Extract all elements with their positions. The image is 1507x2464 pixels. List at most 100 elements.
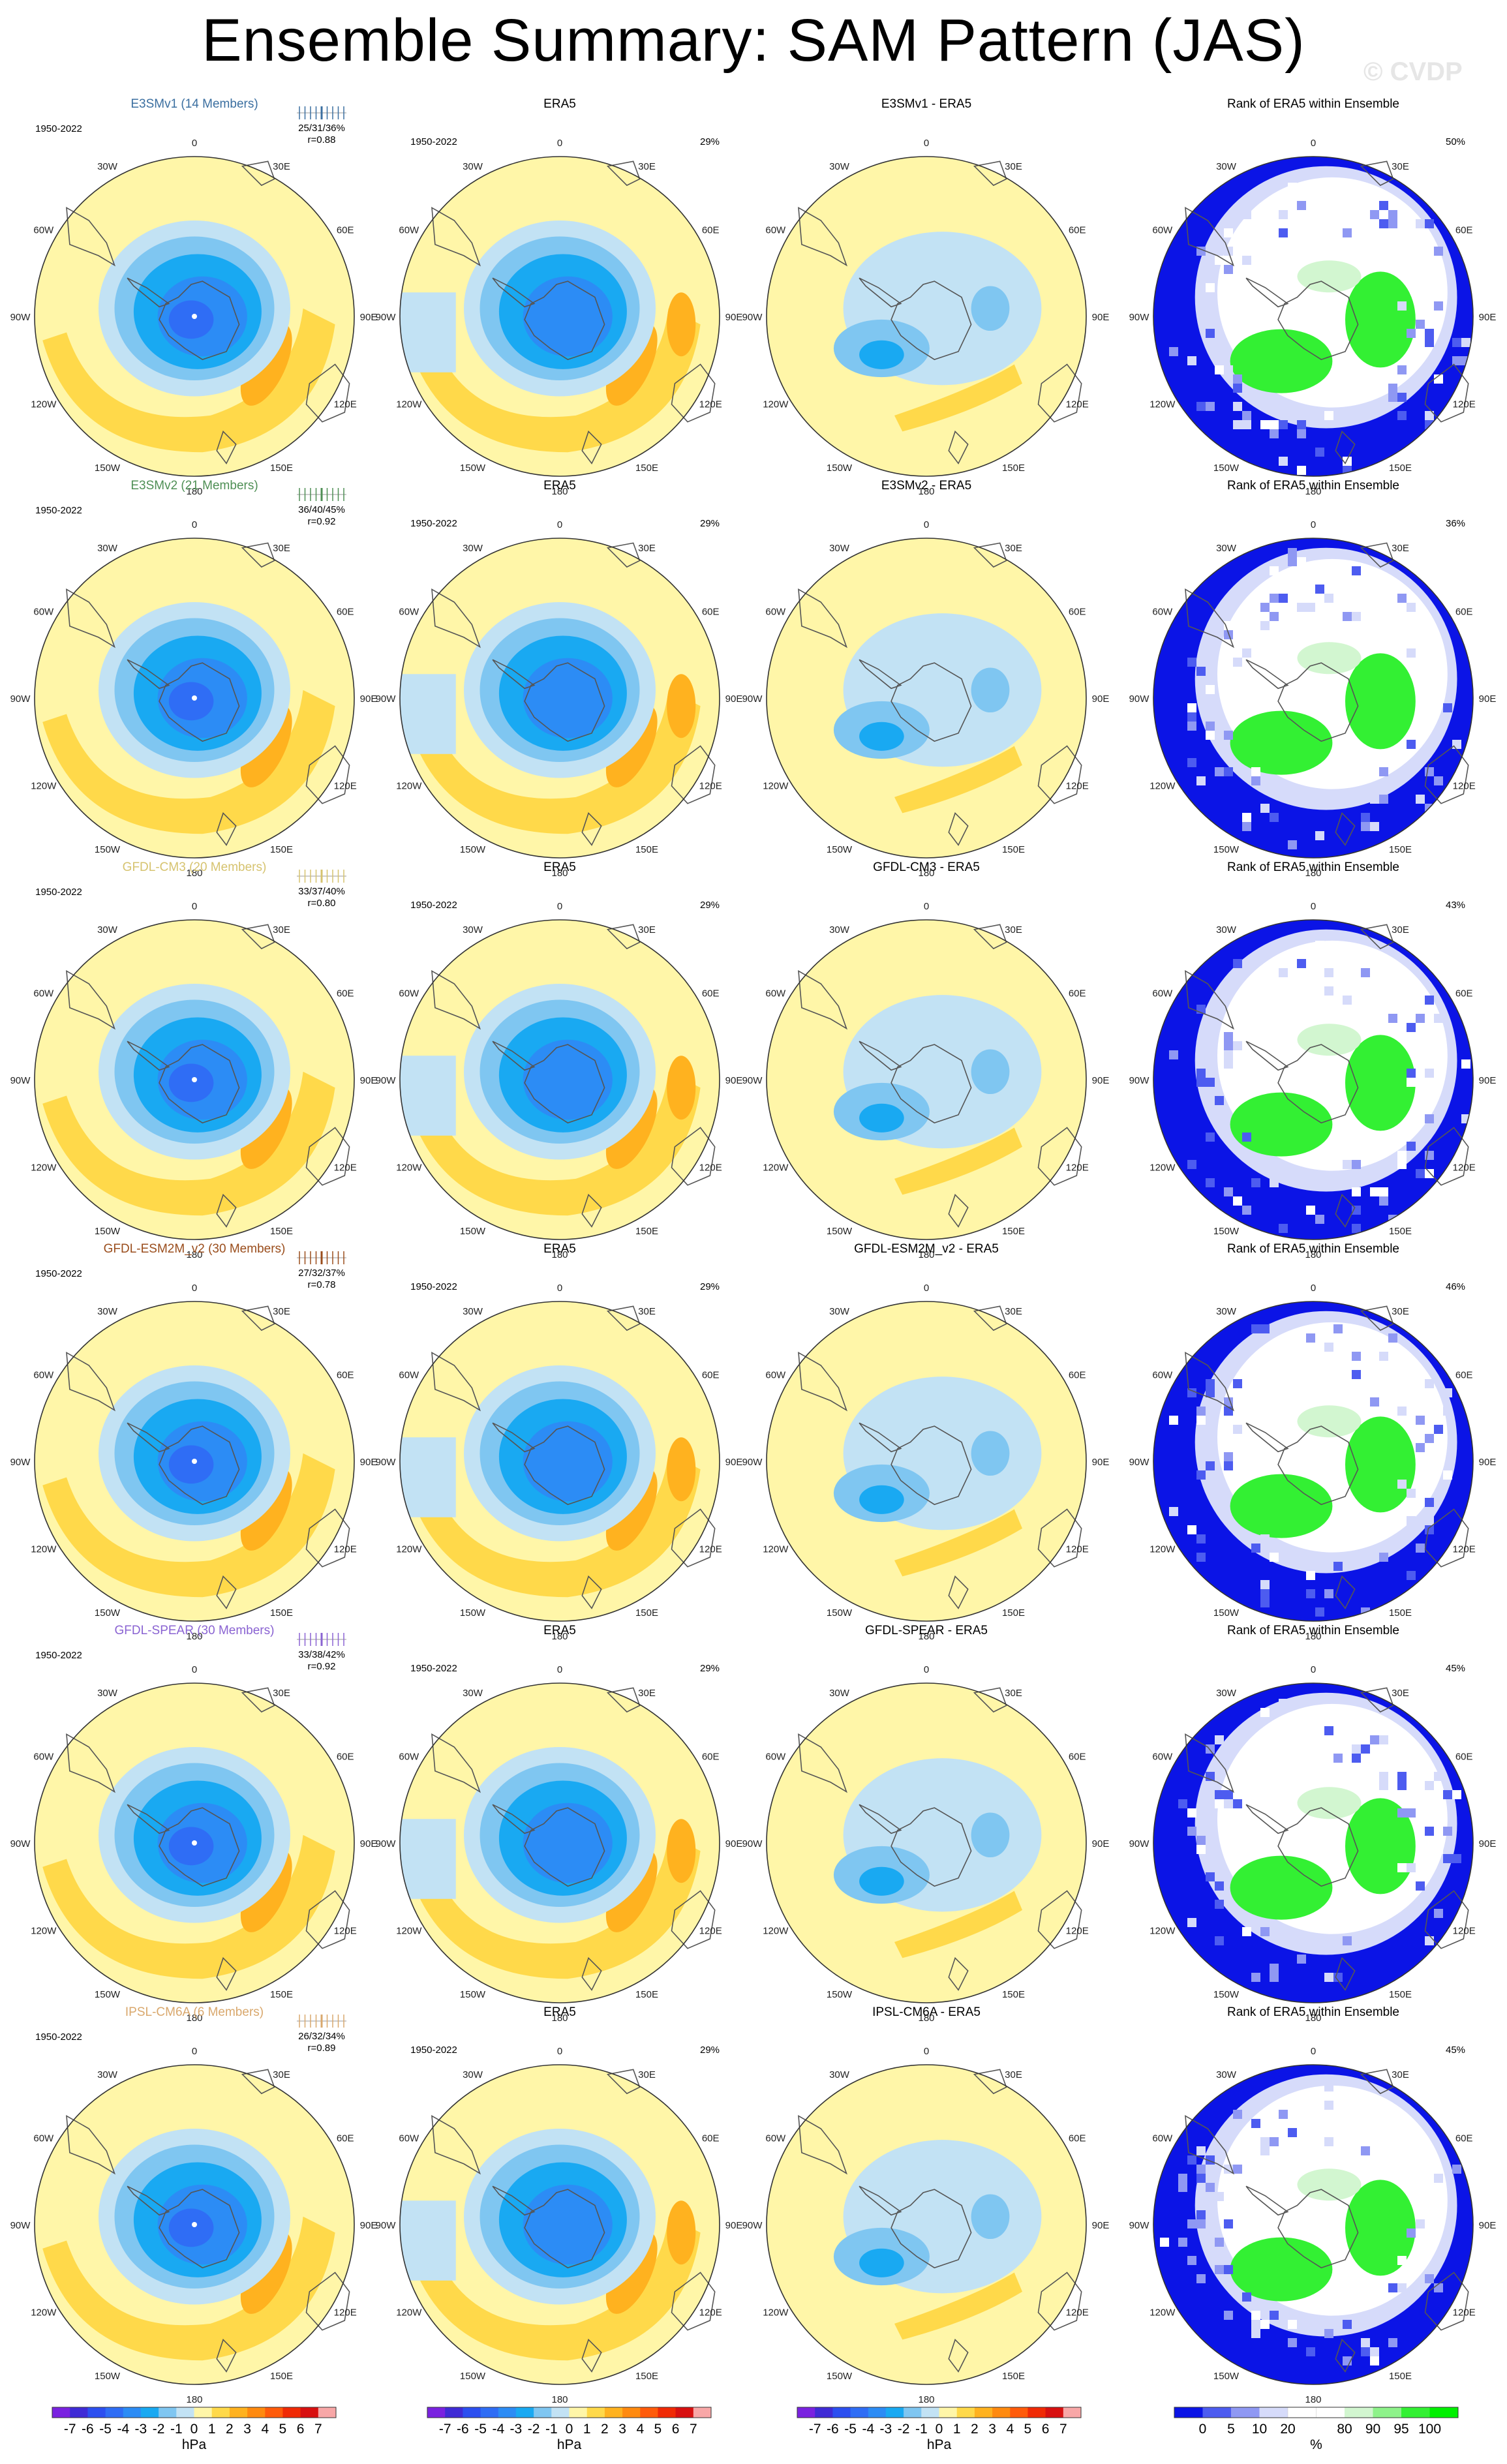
new-zealand-coastline [948,2338,969,2373]
south-america-coastline [66,969,116,1030]
rank-cell [1279,2110,1288,2119]
rank-cell [1388,2283,1397,2292]
rank-cell [1270,420,1279,429]
lon-tick-label: 90E [725,2220,743,2231]
africa-coastline [1360,2069,1394,2095]
lon-tick-label: 120W [31,2307,57,2319]
rank-cell [1306,1206,1315,1215]
lon-tick-label: 90W [1129,1075,1150,1086]
rank-cell [1324,2329,1333,2338]
colorbar-tick-label: -7 [64,2422,76,2437]
rank-cell [1169,1507,1178,1516]
lon-tick-label: 30E [273,2069,290,2080]
lon-tick-label: 60E [702,1752,720,1763]
lon-tick-label: 150E [270,463,293,474]
peninsula-coastline [492,659,536,690]
rank-cell [1379,2155,1388,2165]
lon-tick-label: 0 [924,1283,929,1294]
rank-cell [1242,210,1251,219]
rank-cell [1407,1881,1416,1891]
new-zealand-coastline [581,1956,602,1991]
positive-anomaly [667,1056,696,1120]
rank-cell [1324,1708,1333,1717]
era5-title: ERA5 [543,860,576,874]
australia-coastline [671,1127,716,1186]
lon-tick-label: 120E [699,781,722,792]
rank-cell [1206,1461,1215,1470]
rank-cell [1279,1224,1288,1233]
colorbar-tick-label: -3 [880,2422,892,2437]
rank-cell [1206,329,1215,338]
lon-tick-label: 0 [1311,519,1316,530]
positive-anomaly [894,1509,1022,1577]
lon-tick-label: 30E [638,1688,656,1699]
africa-coastline [606,924,641,950]
rank-cell [1425,219,1434,228]
rank-cell [1215,1735,1224,1744]
rank-cell [1379,767,1388,776]
rank-title: Rank of ERA5 within Ensemble [1227,1624,1399,1637]
rank-cell [1397,1151,1407,1160]
lon-tick-label: 150E [270,2371,293,2382]
lon-tick-label: 150W [95,2371,121,2382]
colorbar-swatch [1259,2407,1288,2418]
lon-tick-label: 90W [376,312,397,323]
lon-tick-label: 60W [765,607,786,618]
panel-difference: GFDL-CM3 - ERA5 0 30E 60E 90E 120E 150E 180 150W… [742,860,1110,1260]
colorbar-tick-label: 0 [566,2422,573,2437]
lon-tick-label: 180 [186,2013,202,2024]
rank-cell [1187,658,1196,667]
lon-tick-label: 150E [270,1607,293,1619]
lon-tick-label: 90W [742,2220,763,2231]
rank-high [1297,2168,1362,2201]
rank-cell [1297,603,1306,612]
era5-title: ERA5 [543,97,576,111]
rank-cell [1260,2146,1270,2155]
lon-tick-label: 60W [33,607,54,618]
africa-coastline [606,160,641,187]
lon-tick-label: 0 [1311,901,1316,912]
period-label: 1950-2022 [410,1663,457,1674]
rank-cell [1187,722,1196,731]
rank-cell [1397,393,1407,402]
lon-tick-label: 30E [1005,924,1022,935]
rank-cell [1416,1014,1425,1023]
rank-field [1153,538,1473,858]
rank-cell [1224,1187,1233,1196]
rank-cell [1187,712,1196,722]
colorbar-tick-label: -1 [915,2422,928,2437]
positive-anomaly [667,1437,696,1502]
rank-cell [1324,411,1333,420]
south-america-coastline [431,2114,481,2175]
lon-tick-label: 60E [337,2133,354,2144]
australia-coastline [671,363,716,423]
rank-cell [1361,968,1370,977]
lon-tick-label: 120W [396,781,422,792]
rank-cell [1407,1370,1416,1379]
rank-cell [1215,1799,1224,1808]
rank-cell [1434,247,1443,256]
rank-cell [1279,420,1288,429]
rank-cell [1233,374,1242,384]
australia-coastline [1037,2272,1082,2331]
rank-cell [1196,402,1206,411]
lon-tick-label: 60W [33,1370,54,1381]
lon-tick-label: 180 [918,2394,934,2405]
antarctica-coastline [1277,1044,1359,1124]
peninsula-coastline [492,2185,536,2216]
lon-tick-label: 60E [702,1370,720,1381]
rank-cell [1425,1936,1434,1945]
peninsula-coastline [492,277,536,308]
colorbar-swatch [586,2407,605,2418]
lon-tick-label: 180 [551,486,568,497]
peninsula-coastline [127,2185,170,2216]
difference-title: E3SMv1 - ERA5 [881,97,971,111]
model-title: GFDL-ESM2M_v2 (30 Members) [104,1242,286,1256]
lon-tick-label: 120W [396,1926,422,1937]
rank-cell [1279,594,1288,603]
lon-tick-label: 120W [1149,781,1176,792]
australia-coastline [671,1508,716,1568]
colorbar-swatch [939,2407,958,2418]
colorbar-swatch [159,2407,177,2418]
lon-tick-label: 30W [1216,2069,1237,2080]
